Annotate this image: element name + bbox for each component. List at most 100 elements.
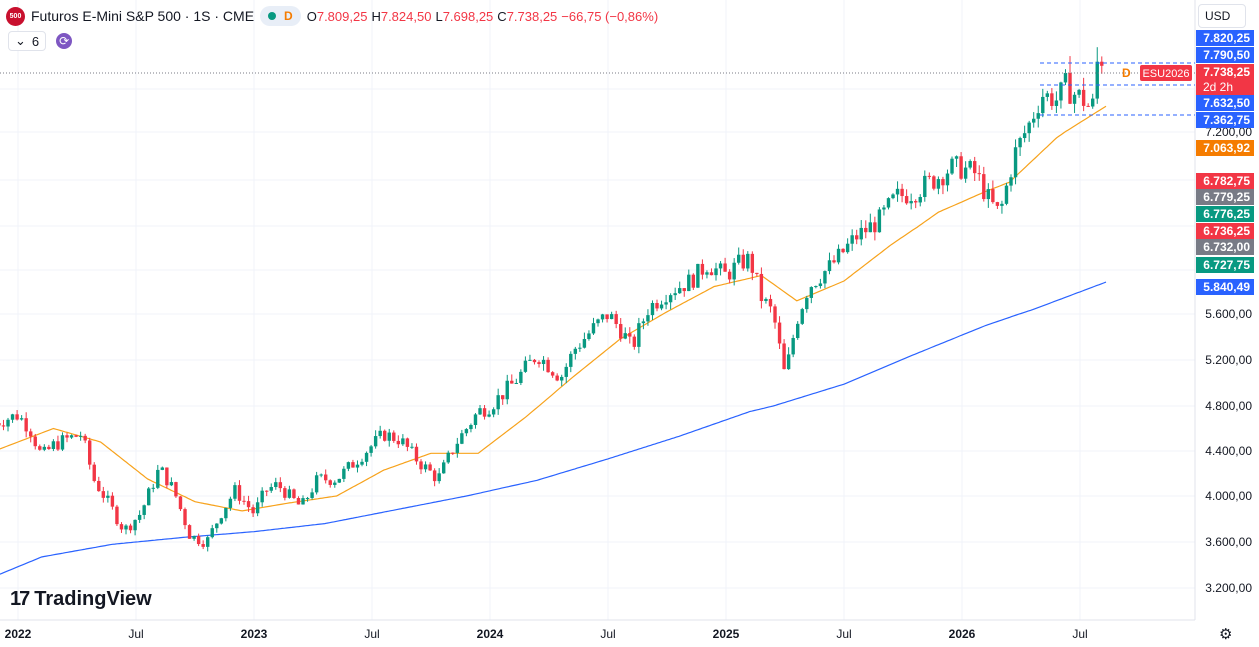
candle-body [206, 537, 210, 547]
candle-body [532, 359, 537, 363]
candle-body [328, 480, 332, 485]
candle-body [405, 438, 410, 447]
candle-body [1027, 122, 1031, 134]
x-tick-label: 2025 [713, 627, 740, 641]
candle-body [718, 263, 723, 269]
candle-body [950, 158, 954, 174]
tradingview-logo[interactable]: 17 TradingView [10, 588, 152, 610]
candle-body [537, 362, 541, 365]
candle-body [92, 464, 96, 481]
candle-body [65, 435, 69, 438]
candle-body [954, 156, 959, 159]
candle-body [442, 462, 446, 474]
candle-body [691, 274, 696, 288]
chart-header: 500 Futuros E-Mini S&P 500 · 1S · CME D … [6, 4, 658, 28]
candle-body [673, 293, 677, 296]
candle-body [451, 452, 455, 454]
candle-body [510, 380, 514, 384]
x-tick-label: 2024 [477, 627, 504, 641]
price-tag-label: 6.782,75 [1203, 174, 1250, 188]
candle-body [437, 473, 441, 482]
candle-body [519, 371, 523, 383]
x-tick-label: Jul [1072, 627, 1087, 641]
price-tag-bg [1196, 239, 1254, 255]
price-tag-label: 7.790,50 [1203, 48, 1250, 62]
price-tag-bg [1196, 64, 1254, 96]
candle-body [805, 297, 809, 310]
indicators-toggle-button[interactable]: ⌄ 6 [8, 31, 47, 51]
candle-body [1041, 96, 1045, 114]
candle-body [968, 161, 972, 168]
candle-body [219, 518, 224, 524]
candle-body [668, 295, 673, 303]
candle-body [505, 380, 509, 400]
candle-body [215, 523, 219, 529]
y-tick-label: 7.200,00 [1205, 125, 1252, 139]
y-tick-label: 3.600,00 [1205, 535, 1252, 549]
settings-gear-icon[interactable]: ⚙ [1219, 626, 1233, 643]
candle-body [1072, 94, 1077, 104]
candle-body [455, 443, 460, 453]
countdown-label: 2d 2h [1203, 80, 1233, 94]
candle-body [265, 490, 269, 492]
candle-body [128, 525, 133, 531]
close-value: 7.738,25 [506, 8, 558, 24]
candle-body [1032, 118, 1036, 123]
candle-body [1013, 147, 1018, 178]
candle-body [841, 248, 845, 253]
candle-body [478, 408, 482, 415]
candle-body [768, 298, 773, 307]
candle-body [682, 288, 686, 292]
price-tag-label: 7.820,25 [1203, 31, 1250, 45]
candle-body [759, 273, 764, 302]
x-tick-label: Jul [600, 627, 615, 641]
x-tick-label: 2026 [949, 627, 976, 641]
price-tag-label: 5.840,49 [1203, 280, 1250, 294]
price-tag-bg [1196, 47, 1254, 63]
candle-body [709, 272, 714, 276]
candle-body [169, 482, 174, 486]
candle-body [165, 467, 169, 486]
candle-body [29, 431, 33, 437]
price-tag-bg [1196, 30, 1254, 46]
price-tag-bg [1196, 95, 1254, 111]
candle-body [619, 324, 623, 339]
currency-select[interactable]: USD [1198, 4, 1246, 28]
y-tick-label: 4.800,00 [1205, 399, 1252, 413]
candle-body [1100, 61, 1104, 66]
x-tick-label: Jul [128, 627, 143, 641]
candle-body [364, 452, 369, 462]
candle-body [373, 436, 378, 447]
candle-body [845, 243, 850, 253]
candle-body [659, 304, 664, 309]
status-pill[interactable]: D [260, 6, 301, 26]
high-value: 7.824,50 [380, 8, 432, 24]
candle-body [600, 314, 605, 320]
refresh-icon[interactable]: ⟳ [56, 33, 73, 49]
candle-body [464, 429, 469, 434]
candle-body [687, 274, 691, 292]
candle-body [927, 175, 932, 177]
candle-body [864, 227, 868, 233]
candle-body [1022, 133, 1027, 139]
candle-body [1, 425, 6, 427]
candle-body [632, 336, 637, 347]
candle-body [1004, 185, 1009, 204]
price-tag-bg [1196, 140, 1254, 156]
candle-body [1054, 100, 1059, 106]
candle-body [106, 495, 110, 498]
candle-body [859, 227, 863, 240]
symbol-title[interactable]: Futuros E-Mini S&P 500 · 1S · CME [31, 8, 255, 24]
candle-body [1091, 98, 1095, 107]
candle-body [750, 253, 755, 273]
candle-body [142, 505, 146, 515]
candle-body [423, 464, 428, 470]
price-tag-label: 6.732,00 [1203, 240, 1250, 254]
candle-body [809, 287, 814, 298]
candle-body [101, 491, 106, 498]
candle-body [310, 492, 314, 498]
candle-body [38, 446, 42, 450]
candle-body [233, 485, 237, 499]
candle-body [528, 359, 532, 361]
